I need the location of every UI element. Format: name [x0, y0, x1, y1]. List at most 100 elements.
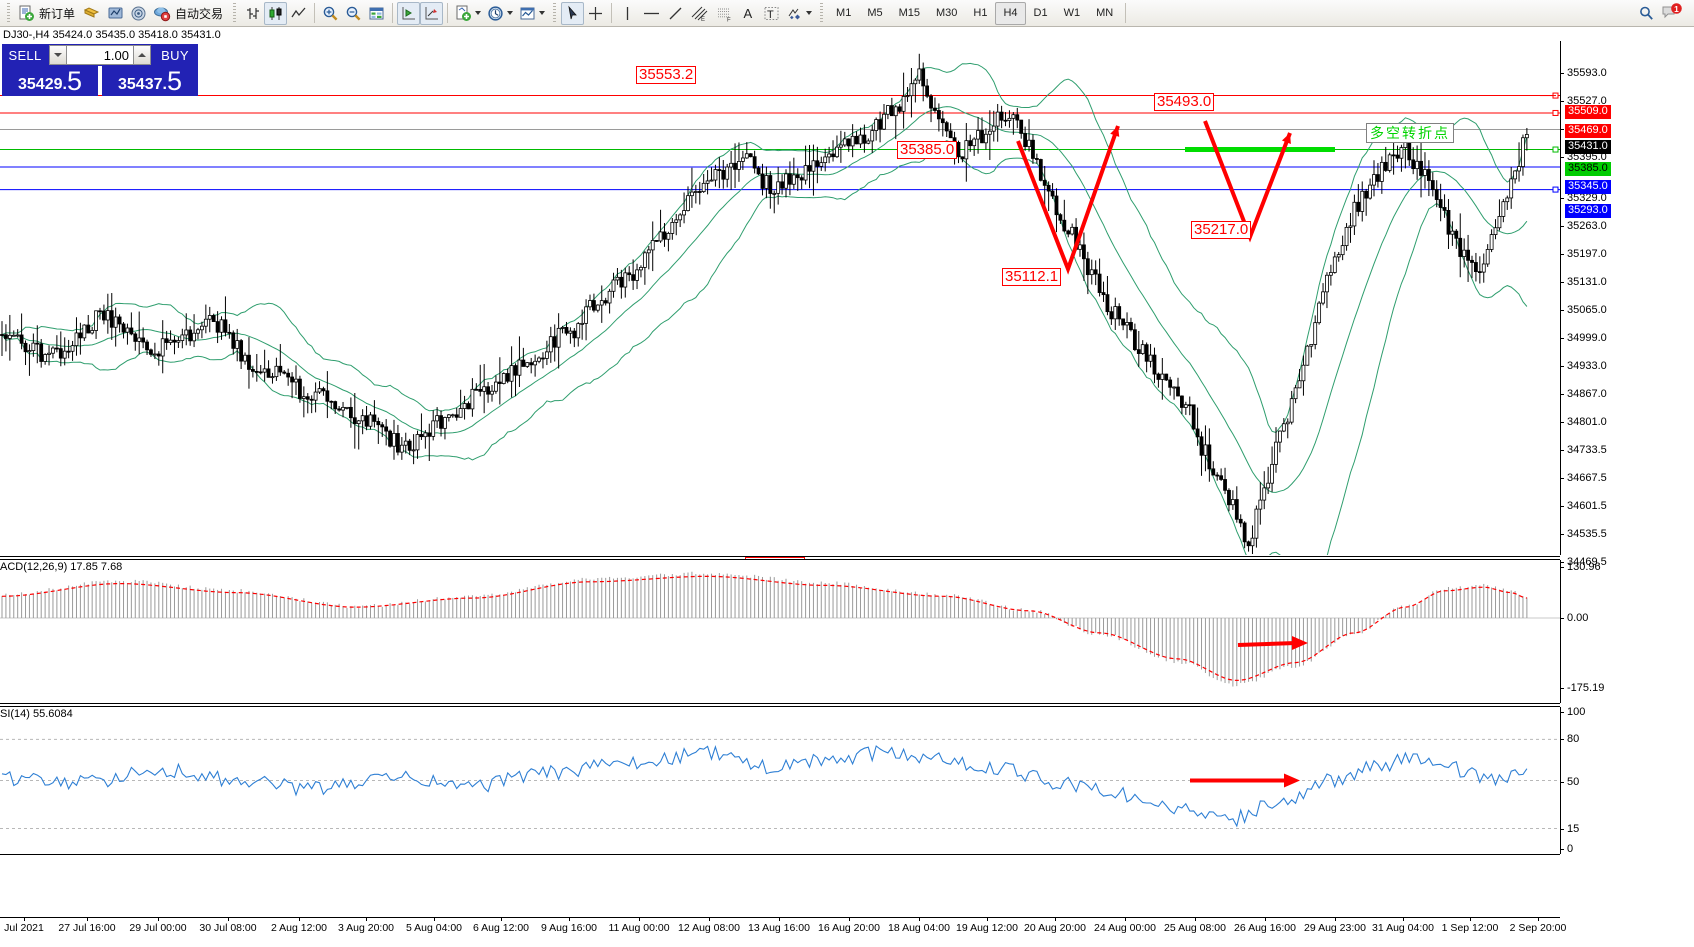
sell-button[interactable]: SELL [2, 44, 48, 66]
periodicity-dropdown-arrow[interactable] [507, 11, 514, 15]
indicators-dropdown-arrow[interactable] [475, 11, 482, 15]
arrows-dropdown-arrow[interactable] [806, 11, 813, 15]
time-tick-label: 5 Aug 04:00 [405, 922, 463, 934]
candle-body [984, 133, 988, 144]
price-chart-canvas[interactable] [0, 41, 1560, 585]
candle-body [1281, 423, 1286, 432]
notifications-button[interactable]: 1 [1658, 2, 1686, 25]
periodicity-button[interactable] [484, 2, 516, 25]
candle-body [254, 370, 259, 373]
price-annotation-35112[interactable]: 35112.1 [1002, 268, 1062, 286]
text-tool-button[interactable]: A [737, 2, 760, 25]
trend-arrow-1[interactable] [1016, 125, 1120, 275]
level-handle[interactable] [1552, 146, 1559, 153]
zoom-in-button[interactable] [319, 2, 342, 25]
search-button[interactable] [1635, 2, 1658, 25]
arrows-button[interactable] [783, 2, 815, 25]
price-annotation-35553[interactable]: 35553.2 [636, 66, 697, 84]
templates-dropdown-arrow[interactable] [539, 11, 546, 15]
auto-scroll-button[interactable] [420, 1, 444, 25]
crosshair-tool-button[interactable] [584, 2, 607, 25]
vertical-line-button[interactable] [616, 2, 639, 25]
signals-button[interactable] [127, 2, 150, 25]
volume-increment-button[interactable] [133, 45, 151, 65]
buy-button[interactable]: BUY [152, 44, 198, 66]
rsi-pane[interactable]: SI(14) 55.6084 [0, 707, 1560, 854]
timeframe-w1[interactable]: W1 [1063, 7, 1081, 19]
equidistant-channel-button[interactable]: E [687, 2, 712, 25]
timeframe-d1[interactable]: D1 [1033, 7, 1048, 19]
trendline-button[interactable] [664, 2, 687, 25]
time-axis[interactable]: Jul 2021 27 Jul 16:00 29 Jul 00:00 30 Jul 0… [0, 918, 1566, 940]
macd-chart-canvas[interactable] [0, 560, 1560, 703]
timeframe-mn[interactable]: MN [1096, 7, 1114, 19]
bar-chart-button[interactable] [241, 2, 264, 25]
price-annotation-35217[interactable]: 35217.0 [1191, 221, 1252, 239]
zoom-out-button[interactable] [342, 2, 365, 25]
scale-tick [1560, 688, 1564, 689]
chart-area[interactable]: DJ30-,H4 35424.0 35435.0 35418.0 35431.0… [0, 27, 1694, 947]
candle-body [1497, 216, 1502, 229]
toolbar-grip-2[interactable] [231, 3, 239, 23]
price-level-tag[interactable]: 35509.0 [1565, 105, 1611, 119]
price-level-tag[interactable]: 35345.0 [1565, 180, 1611, 194]
price-level-tag[interactable]: 35385.0 [1565, 162, 1611, 176]
rsi-chart-canvas[interactable] [0, 707, 1560, 854]
toolbar-grip-3[interactable] [551, 3, 559, 23]
candle-body [298, 378, 302, 399]
level-handle[interactable] [1552, 186, 1559, 193]
fibonacci-button[interactable]: F [712, 2, 737, 25]
price-annotation-35385[interactable]: 35385.0 [897, 141, 958, 159]
time-tick [366, 918, 367, 921]
text-label-button[interactable]: T [760, 2, 783, 25]
macd-pane[interactable]: ACD(12,26,9) 17.85 7.68 [0, 560, 1560, 703]
chart-shift-button[interactable] [397, 1, 421, 25]
templates-button[interactable] [516, 2, 548, 25]
time-tick [987, 918, 988, 921]
candle-body [788, 173, 792, 185]
timeframe-m15[interactable]: M15 [898, 7, 920, 19]
candle-body [1199, 436, 1204, 456]
price-annotation-35493[interactable]: 35493.0 [1154, 93, 1215, 111]
candle-body [282, 371, 287, 374]
price-scale[interactable]: 35593.035527.035461.035395.035329.035263… [1560, 41, 1694, 568]
expert-advisor-button[interactable] [80, 2, 104, 25]
price-pane[interactable] [0, 41, 1560, 585]
candle-body [1450, 230, 1455, 235]
trend-arrow-2[interactable] [1203, 120, 1292, 243]
candle-body [744, 153, 749, 159]
candle-body [936, 110, 941, 120]
price-level-tag[interactable]: 35293.0 [1565, 204, 1611, 218]
candle-body [909, 83, 914, 97]
indicators-button[interactable] [452, 2, 484, 25]
candle-body [1356, 201, 1361, 212]
timeframe-m5[interactable]: M5 [867, 7, 883, 19]
level-handle[interactable] [1552, 109, 1559, 116]
cursor-tool-button[interactable] [561, 1, 585, 25]
data-window-button[interactable] [365, 2, 388, 25]
candle-body [309, 398, 314, 401]
toolbar-grip[interactable] [5, 3, 12, 23]
sell-price[interactable]: 35429 . 5 [2, 66, 98, 96]
toolbar-grip-4[interactable] [818, 3, 826, 23]
new-order-button[interactable]: 新订单 [15, 2, 80, 25]
turning-point-annotation[interactable]: 多空转折点 [1366, 123, 1454, 143]
auto-trading-button[interactable]: 自动交易 [150, 2, 228, 25]
timeframe-h1[interactable]: H1 [973, 7, 988, 19]
one-click-trading-panel[interactable]: SELL 1.00 BUY 35429 . 5 35437 . 5 [2, 44, 198, 96]
horizontal-line-button[interactable] [639, 2, 664, 25]
price-level-tag[interactable]: 35431.0 [1565, 140, 1611, 154]
buy-price[interactable]: 35437 . 5 [102, 66, 198, 96]
timeframe-m1[interactable]: M1 [836, 7, 852, 19]
price-level-tag[interactable]: 35469.0 [1565, 124, 1611, 138]
volume-input[interactable]: 1.00 [67, 45, 133, 65]
candlestick-chart-button[interactable] [264, 1, 288, 25]
volume-decrement-button[interactable] [49, 45, 67, 65]
volume-stepper[interactable]: 1.00 [48, 44, 152, 66]
timeframe-m30[interactable]: M30 [936, 7, 958, 19]
timeframe-h4[interactable]: H4 [995, 1, 1026, 25]
market-watch-button[interactable] [104, 2, 127, 25]
macd-forecast-arrow[interactable] [1237, 641, 1297, 647]
line-chart-button[interactable] [287, 2, 310, 25]
candle-body [1058, 214, 1063, 221]
